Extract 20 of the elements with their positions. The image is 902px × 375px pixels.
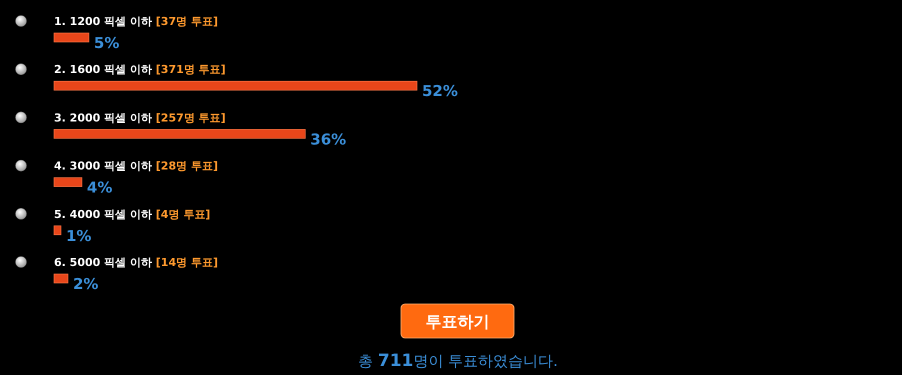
- bar: [54, 32, 90, 42]
- y-tick-label: 3. 2000 픽셀 이하 [257명 투표]: [54, 111, 226, 124]
- bar: [54, 177, 82, 187]
- bar: [54, 274, 68, 284]
- data-label: 36%: [310, 130, 346, 148]
- text: 총 711명이 투표하였습니다.: [358, 351, 558, 371]
- y-tick-label: 4. 3000 픽셀 이하 [28명 투표]: [54, 160, 218, 173]
- y-tick-label: 2. 1600 픽셀 이하 [371명 투표]: [54, 63, 226, 76]
- y-tick-label: 5. 4000 픽셀 이하 [4명 투표]: [54, 208, 210, 221]
- text: 투표하기: [426, 312, 490, 331]
- bar: [54, 129, 306, 139]
- data-label: 52%: [422, 82, 458, 100]
- y-tick-label: 6. 5000 픽셀 이하 [14명 투표]: [54, 256, 218, 269]
- bar: [54, 226, 62, 236]
- bar: [54, 80, 418, 90]
- data-label: 1%: [66, 226, 92, 245]
- y-tick-label: 1. 1200 픽셀 이하 [37명 투표]: [54, 15, 218, 28]
- data-label: 5%: [94, 34, 120, 52]
- data-label: 4%: [86, 178, 112, 197]
- data-label: 2%: [72, 275, 98, 293]
